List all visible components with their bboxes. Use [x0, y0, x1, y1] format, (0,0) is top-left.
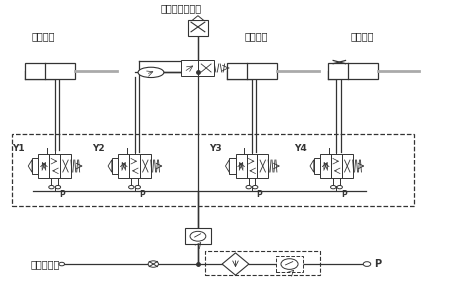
Polygon shape [28, 160, 32, 172]
Bar [185, 228, 211, 244]
Text: 压袋气缸: 压袋气缸 [245, 31, 268, 41]
Text: Y1: Y1 [12, 143, 25, 153]
Text: P: P [374, 259, 381, 269]
Bar [118, 154, 129, 178]
Bar [246, 154, 257, 178]
Bar [49, 154, 60, 178]
Text: Y2: Y2 [92, 143, 105, 153]
Bar [112, 158, 118, 174]
Text: P: P [139, 190, 145, 198]
Polygon shape [222, 253, 249, 275]
Circle shape [252, 186, 258, 189]
Bar [257, 154, 268, 178]
Bar [328, 63, 378, 79]
Circle shape [148, 261, 158, 267]
Bar [276, 256, 303, 272]
Text: Y3: Y3 [210, 143, 222, 153]
Circle shape [363, 262, 371, 266]
Text: P: P [256, 190, 262, 198]
Bar [342, 154, 353, 178]
Text: 推包气缸: 推包气缸 [350, 31, 374, 41]
Bar [227, 63, 276, 79]
Text: 接压缩空气: 接压缩空气 [31, 259, 60, 269]
Text: P: P [341, 190, 347, 198]
Bar [32, 158, 39, 174]
Circle shape [59, 262, 65, 266]
Circle shape [337, 186, 342, 189]
Bar [320, 154, 331, 178]
Bar [60, 154, 71, 178]
Bar [188, 20, 208, 36]
Polygon shape [310, 160, 314, 172]
Circle shape [281, 259, 298, 269]
Text: Y4: Y4 [294, 143, 307, 153]
Polygon shape [108, 160, 112, 172]
Bar [331, 154, 342, 178]
Bar [25, 63, 75, 79]
Text: P: P [59, 190, 65, 198]
Circle shape [190, 231, 206, 241]
Circle shape [49, 186, 54, 189]
Polygon shape [226, 160, 229, 172]
Text: 三位气缸: 三位气缸 [31, 31, 55, 41]
Text: 到叶轮箱充气嘴: 到叶轮箱充气嘴 [161, 4, 202, 14]
Bar [205, 251, 320, 275]
Polygon shape [192, 16, 204, 21]
Circle shape [135, 186, 140, 189]
Circle shape [55, 186, 61, 189]
Bar [129, 154, 140, 178]
Ellipse shape [138, 67, 164, 78]
Bar [198, 60, 214, 76]
Bar [12, 134, 414, 206]
Bar [181, 60, 198, 76]
Circle shape [331, 186, 336, 189]
Circle shape [246, 186, 252, 189]
Bar [314, 158, 320, 174]
Bar [229, 158, 236, 174]
Bar [236, 154, 246, 178]
Bar [140, 154, 151, 178]
Circle shape [129, 186, 134, 189]
Bar [39, 154, 49, 178]
